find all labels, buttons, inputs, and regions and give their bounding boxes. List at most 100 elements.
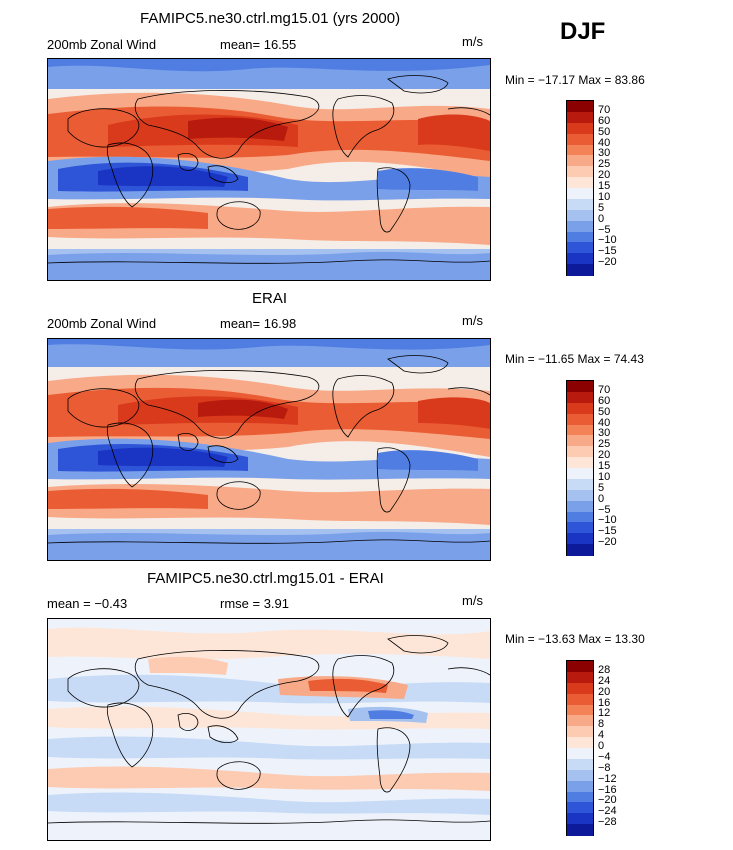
panel-mean-diff: mean = −0.43 [47,596,128,611]
colorbar-swatch [567,231,593,243]
colorbar-swatch [567,693,593,705]
colorbar-tick-label: 15 [598,460,611,472]
colorbar-tick-label: −16 [598,783,617,796]
minmax-obs: Min = −11.65 Max = 74.43 [505,352,644,366]
colorbar-tick-label: −5 [598,503,611,516]
colorbar-diff [566,660,594,836]
colorbar-tick-label: 25 [598,438,611,451]
colorbar-tick-label: −5 [598,223,611,236]
colorbar-swatch [567,391,593,404]
panel-variable-model: 200mb Zonal Wind [47,37,157,52]
colorbar-tick-label: 25 [598,158,611,171]
colorbar-tick-label: 40 [598,416,611,429]
colorbar-tick-label: 30 [598,427,611,440]
colorbar-swatch [567,726,593,738]
colorbar-labels-obs: 70 60 50 40 30 25 20 15 10 5 0 −5 −10 −15 −20 [590,380,630,554]
colorbar-tick-label: 70 [598,383,611,396]
colorbar-swatch [567,242,593,254]
colorbar-tick-label: −10 [598,234,617,247]
colorbar-tick-label: −20 [598,536,617,549]
colorbar-swatch [567,457,593,469]
colorbar-swatch [567,101,593,113]
colorbar-swatch [567,500,593,512]
panel-title-model: FAMIPC5.ne30.ctrl.mg15.01 (yrs 2000) [140,10,401,27]
colorbar-swatch [567,435,593,447]
colorbar-swatch [567,791,593,803]
colorbar-swatch [567,661,593,673]
colorbar-swatch [567,769,593,782]
colorbar-tick-label: 20 [598,685,611,698]
colorbar-swatch [567,264,593,276]
colorbar-tick-label: 0 [598,492,605,505]
colorbar-swatch [567,748,593,760]
colorbar-tick-label: −10 [598,514,617,527]
colorbar-tick-label: 70 [598,103,611,116]
panel-mean-model: mean= 16.55 [220,37,297,52]
colorbar-tick-label: −24 [598,805,617,818]
colorbar-tick-label: 60 [598,114,611,127]
colorbar-tick-label: 24 [598,674,611,687]
colorbar-tick-label: 5 [598,481,605,494]
colorbar-swatch [567,188,593,200]
colorbar-swatch [567,489,593,502]
minmax-model: Min = −17.17 Max = 83.86 [505,73,645,87]
colorbar-tick-label: −28 [598,816,617,829]
colorbar-tick-label: −8 [598,761,611,774]
colorbar-labels-diff: 28 24 20 16 12 8 4 0 −4 −8 −12 −16 −20 −24 −28 [590,660,630,834]
colorbar-tick-label: 50 [598,125,611,138]
colorbar-tick-label: 0 [598,740,605,752]
colorbar-swatch [567,780,593,792]
colorbar-swatch [567,133,593,145]
colorbar-swatch [567,253,593,265]
colorbar-swatch [567,220,593,232]
colorbar-tick-label: 4 [598,729,605,742]
colorbar-swatch [567,446,593,458]
panel-units-diff: m/s [462,593,483,608]
panel-rmse-diff: rmse = 3.91 [220,596,290,611]
colorbar-swatch [567,671,593,684]
colorbar-swatch [567,544,593,556]
panel-variable-obs: 200mb Zonal Wind [47,316,157,331]
colorbar-obs [566,380,594,556]
colorbar-swatch [567,209,593,222]
colorbar-swatch [567,533,593,545]
colorbar-tick-label: −15 [598,525,617,538]
map-panel-diff [47,618,491,841]
colorbar-swatch [567,402,593,415]
colorbar-tick-label: 50 [598,405,611,418]
map-panel-obs [47,338,491,561]
colorbar-tick-label: 20 [598,169,611,182]
colorbar-swatch [567,478,593,491]
colorbar-tick-label: 10 [598,470,611,483]
colorbar-swatch [567,802,593,814]
colorbar-labels-model: 70 60 50 40 30 25 20 15 10 5 0 −5 −10 −15 −20 [590,100,630,274]
colorbar-tick-label: −12 [598,772,617,785]
colorbar-tick-label: −15 [598,245,617,258]
colorbar-tick-label: 40 [598,136,611,149]
colorbar-tick-label: 8 [598,718,605,731]
colorbar-swatch [567,522,593,534]
colorbar-tick-label: 15 [598,180,611,192]
colorbar-tick-label: −4 [598,750,611,763]
colorbar-swatch [567,155,593,167]
colorbar-swatch [567,468,593,480]
colorbar-swatch [567,381,593,393]
colorbar-tick-label: −20 [598,794,617,807]
season-label: DJF [560,18,606,45]
map-panel-model [47,58,491,281]
colorbar-tick-label: 28 [598,663,611,676]
colorbar-swatch [567,122,593,135]
colorbar-model [566,100,594,276]
colorbar-tick-label: 20 [598,449,611,462]
colorbar-swatch [567,166,593,178]
colorbar-tick-label: 60 [598,394,611,407]
colorbar-tick-label: 30 [598,147,611,160]
colorbar-swatch [567,511,593,523]
colorbar-swatch [567,424,593,436]
colorbar-swatch [567,413,593,425]
minmax-diff: Min = −13.63 Max = 13.30 [505,632,645,646]
panel-title-diff: FAMIPC5.ne30.ctrl.mg15.01 - ERAI [147,570,384,587]
colorbar-tick-label: 10 [598,190,611,203]
colorbar-tick-label: 16 [598,696,611,709]
panel-title-obs: ERAI [252,290,288,307]
